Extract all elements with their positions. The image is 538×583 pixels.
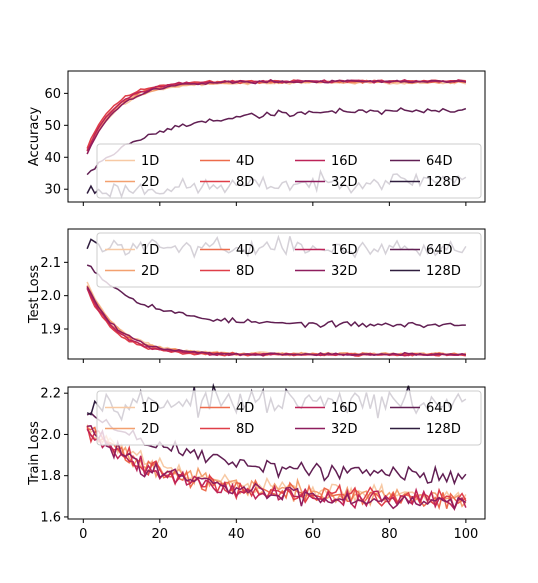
legend-label: 8D bbox=[236, 175, 254, 190]
legend-label: 8D bbox=[236, 264, 254, 279]
x-tick-label: 100 bbox=[453, 527, 478, 542]
legend-label: 1D bbox=[141, 401, 159, 416]
axes-frame bbox=[67, 228, 486, 360]
y-tick-label: 1.9 bbox=[40, 323, 61, 338]
legend-label: 1D bbox=[141, 154, 159, 169]
series-line-64d bbox=[86, 264, 466, 329]
legend-label: 2D bbox=[141, 422, 159, 437]
legend-label: 16D bbox=[331, 401, 358, 416]
series-line-64d bbox=[86, 412, 467, 486]
legend-label: 64D bbox=[426, 154, 453, 169]
legend-label: 128D bbox=[426, 175, 461, 190]
x-tick-label: 20 bbox=[152, 527, 169, 542]
legend-label: 4D bbox=[236, 401, 254, 416]
legend: 1D 2D 4D 8D 16D 32D 64D 128D bbox=[96, 232, 482, 288]
y-axis-label: Accuracy bbox=[27, 107, 42, 167]
series-line-64d bbox=[86, 107, 467, 176]
x-tick-label: 0 bbox=[79, 527, 87, 542]
legend-label: 128D bbox=[426, 422, 461, 437]
y-tick-label: 1.8 bbox=[40, 469, 61, 484]
axes-frame bbox=[67, 70, 486, 203]
legend-label: 32D bbox=[331, 264, 358, 279]
y-tick-label: 2.1 bbox=[40, 256, 61, 271]
x-tick-label: 60 bbox=[305, 527, 322, 542]
y-tick-label: 2.2 bbox=[40, 387, 61, 402]
y-tick-label: 2.0 bbox=[40, 289, 61, 304]
y-tick-label: 40 bbox=[44, 151, 61, 166]
legend-label: 1D bbox=[141, 243, 159, 258]
series-line-32d bbox=[86, 286, 467, 357]
axes-frame bbox=[67, 386, 486, 520]
legend-box bbox=[96, 232, 482, 288]
legend-label: 32D bbox=[331, 175, 358, 190]
y-tick-label: 2.0 bbox=[40, 428, 61, 443]
x-tick-label: 40 bbox=[228, 527, 245, 542]
legend-label: 64D bbox=[426, 401, 453, 416]
legend-label: 64D bbox=[426, 243, 453, 258]
legend-label: 16D bbox=[331, 154, 358, 169]
legend-box bbox=[96, 390, 482, 446]
series-line-32d bbox=[86, 79, 466, 155]
y-axis-label: Train Loss bbox=[27, 421, 42, 486]
y-axis-label: Test Loss bbox=[27, 265, 42, 324]
legend-label: 16D bbox=[331, 243, 358, 258]
x-tick-label: 80 bbox=[381, 527, 398, 542]
legend: 1D 2D 4D 8D 16D 32D 64D 128D bbox=[96, 390, 482, 446]
legend-label: 4D bbox=[236, 154, 254, 169]
legend-label: 32D bbox=[331, 422, 358, 437]
y-tick-label: 60 bbox=[44, 87, 61, 102]
legend-label: 2D bbox=[141, 264, 159, 279]
y-tick-label: 1.6 bbox=[40, 510, 61, 525]
y-tick-label: 50 bbox=[44, 119, 61, 134]
legend-box bbox=[96, 143, 482, 199]
legend-label: 4D bbox=[236, 243, 254, 258]
series-line-32d bbox=[87, 425, 467, 511]
legend-label: 128D bbox=[426, 264, 461, 279]
legend: 1D 2D 4D 8D 16D 32D 64D 128D bbox=[96, 143, 482, 199]
series-line-16d bbox=[86, 428, 467, 511]
legend-label: 2D bbox=[141, 175, 159, 190]
chart-panel-3: 1.6 1.8 2.0 2.2 0 20 40 60 80 100 Train Loss 1D 2D 4D… bbox=[27, 382, 486, 542]
legend-label: 8D bbox=[236, 422, 254, 437]
y-tick-label: 30 bbox=[44, 183, 61, 198]
